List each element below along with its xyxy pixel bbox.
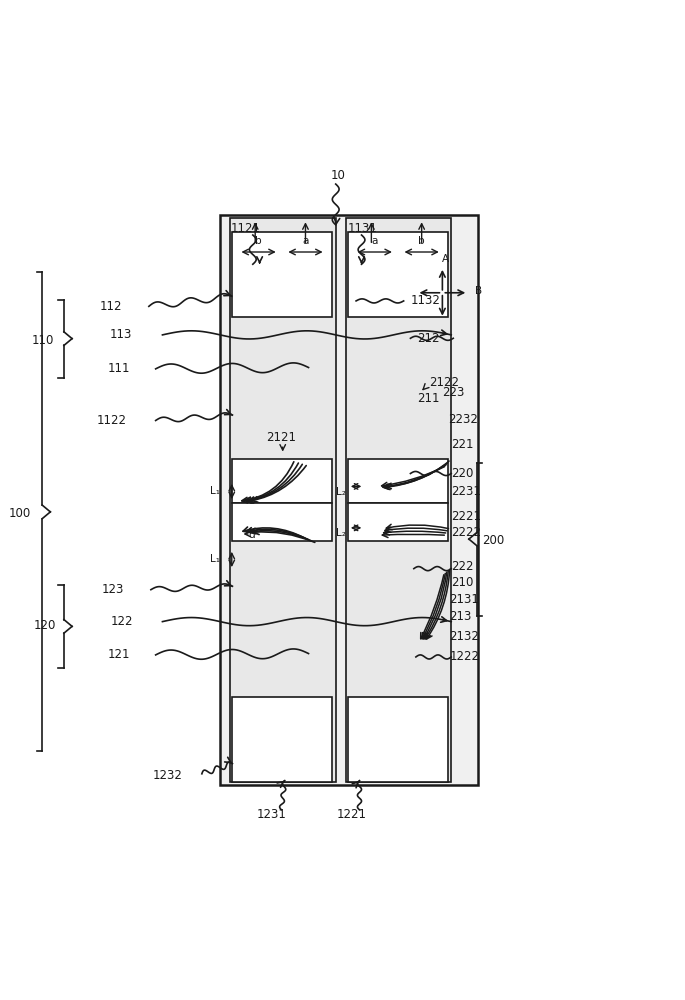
FancyArrowPatch shape [245,463,299,503]
Text: 111: 111 [108,362,131,375]
FancyArrowPatch shape [422,573,445,639]
Text: 120: 120 [34,619,55,632]
Text: 1121: 1121 [231,222,261,235]
Text: A: A [442,254,449,264]
FancyArrowPatch shape [427,569,450,639]
Text: 2221: 2221 [451,510,481,523]
Text: 2132: 2132 [449,630,479,643]
Bar [348,503,449,541]
FancyArrowPatch shape [384,463,447,490]
Text: 223: 223 [442,386,464,399]
Text: 2131: 2131 [449,593,479,606]
FancyArrowPatch shape [425,571,448,639]
Text: b: b [256,236,262,246]
FancyArrowPatch shape [252,466,306,502]
Text: 121: 121 [108,648,131,661]
Text: 200: 200 [482,534,504,547]
FancyArrowPatch shape [249,464,302,502]
Text: a: a [302,236,309,246]
Bar [348,232,449,317]
Bar [346,218,451,782]
FancyArrowPatch shape [382,467,445,488]
Text: 212: 212 [417,332,440,345]
FancyArrowPatch shape [243,527,305,538]
Text: 110: 110 [32,334,53,347]
Text: 1231: 1231 [256,808,286,821]
Text: 2121: 2121 [266,431,297,444]
Bar [232,697,332,782]
Text: c: c [249,496,255,506]
FancyArrowPatch shape [421,575,444,639]
Bar [230,218,336,782]
Text: 113: 113 [110,328,132,341]
FancyArrowPatch shape [382,532,445,538]
FancyArrowPatch shape [253,529,315,542]
Text: 222: 222 [451,560,474,573]
Bar [220,215,478,785]
Text: 211: 211 [417,392,440,405]
Text: 2222: 2222 [451,526,481,539]
Text: 1122: 1122 [97,414,127,427]
Text: B: B [475,286,482,296]
Text: 100: 100 [9,507,32,520]
FancyArrowPatch shape [250,528,312,541]
Bar [348,459,449,503]
Text: 1132: 1132 [410,294,440,307]
Text: L₁: L₁ [210,486,220,496]
Text: 221: 221 [451,438,474,451]
FancyArrowPatch shape [384,529,446,535]
Text: b: b [419,236,425,246]
FancyArrowPatch shape [242,462,294,503]
FancyArrowPatch shape [385,527,447,532]
Text: 213: 213 [449,610,471,623]
Text: L₂: L₂ [336,528,345,538]
FancyArrowPatch shape [383,465,446,489]
Bar [348,697,449,782]
FancyArrowPatch shape [423,572,447,639]
Text: 1232: 1232 [153,769,183,782]
Text: a: a [371,236,378,246]
FancyArrowPatch shape [386,524,449,530]
Text: 112: 112 [99,300,122,313]
Text: 1221: 1221 [337,808,367,821]
Text: 123: 123 [101,583,124,596]
Text: L₂: L₂ [336,487,345,497]
Text: 2122: 2122 [429,376,459,389]
Text: 1222: 1222 [449,650,479,663]
FancyArrowPatch shape [247,528,308,540]
Text: 2231: 2231 [451,485,481,498]
FancyArrowPatch shape [386,461,449,489]
Text: 2232: 2232 [448,413,477,426]
Text: d: d [249,530,256,540]
Bar [232,503,332,541]
Text: 10: 10 [330,169,345,182]
Bar [232,459,332,503]
Text: 220: 220 [451,467,473,480]
Bar [232,232,332,317]
Text: L₁: L₁ [210,554,220,564]
Text: 122: 122 [111,615,133,628]
Text: 210: 210 [451,576,473,589]
Text: 1131: 1131 [348,222,378,235]
